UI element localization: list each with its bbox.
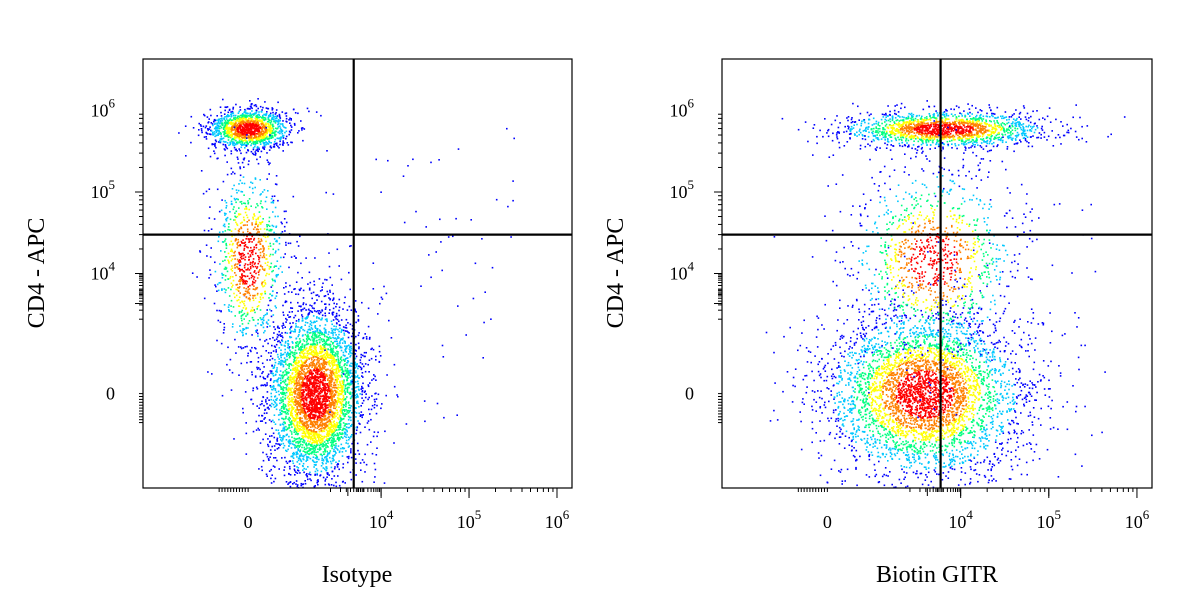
y-tick-label: 106	[91, 95, 116, 120]
y-tick-label: 105	[670, 177, 695, 202]
y-tick-label: 0	[106, 384, 115, 404]
axis-ticks	[135, 113, 558, 498]
population-cd4-cluster	[722, 246, 1106, 488]
scatter-points	[722, 100, 1126, 488]
y-tick-label: 0	[685, 384, 694, 404]
x-tick-label: 104	[369, 507, 394, 532]
population-cd4-intermediate	[191, 113, 302, 397]
population-cd4-high	[781, 102, 1126, 160]
outlier-points	[909, 125, 1097, 420]
x-tick-label: 105	[457, 507, 482, 532]
y-tick-labels: 0 104 105 106	[670, 95, 695, 403]
y-tick-label: 106	[670, 95, 695, 120]
x-axis-label: Biotin GITR	[876, 562, 998, 588]
scatter-points	[178, 98, 515, 488]
y-axis-label: CD4 - APC	[603, 218, 629, 329]
plot-frame	[721, 58, 1153, 489]
x-tick-label: 104	[948, 507, 973, 532]
x-tick-label: 106	[1125, 507, 1150, 532]
x-tick-label: 105	[1037, 507, 1062, 532]
panel-biotin-gitr: 0 104 105 106 0 104 105 106 Biotin GITR CD4 - APC	[603, 58, 1153, 588]
x-tick-label: 0	[244, 512, 253, 532]
population-cd4-intermediate	[773, 100, 1054, 394]
x-tick-label: 0	[823, 512, 832, 532]
y-tick-label: 104	[91, 259, 116, 284]
population-cd4-cluster	[233, 245, 408, 488]
plot-frame	[142, 58, 573, 489]
y-tick-label: 105	[91, 177, 116, 202]
x-tick-labels: 0 104 105 106	[823, 507, 1150, 532]
outlier-points	[324, 127, 515, 423]
x-axis-label: Isotype	[322, 562, 393, 588]
y-tick-label: 104	[670, 259, 695, 284]
axis-ticks	[714, 113, 1138, 498]
panel-isotype: 0 104 105 106 0 104 105 106 Isotype CD4 - APC	[24, 58, 573, 588]
population-cd4-high	[178, 98, 322, 163]
y-axis-label: CD4 - APC	[24, 218, 50, 329]
y-tick-labels: 0 104 105 106	[91, 95, 116, 403]
x-tick-labels: 0 104 105 106	[244, 507, 570, 532]
x-tick-label: 106	[545, 507, 570, 532]
